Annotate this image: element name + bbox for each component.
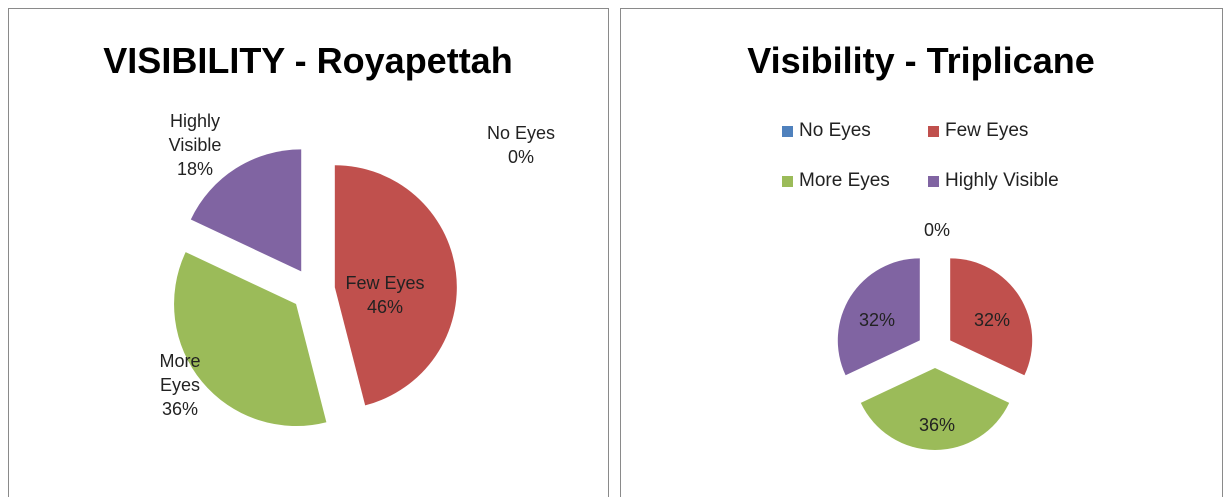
chart-title: VISIBILITY - Royapettah — [103, 40, 513, 81]
legend-swatch — [928, 175, 939, 187]
data-label: 36% — [907, 413, 967, 437]
legend-label: More Eyes — [799, 170, 890, 191]
category-label: No Eyes — [486, 123, 556, 143]
legend-label: No Eyes — [799, 120, 871, 141]
data-label: 32% — [847, 308, 907, 332]
legend-item: More Eyes — [782, 170, 890, 192]
category-label: Highly Visible — [168, 111, 222, 155]
legend-item: No Eyes — [782, 120, 871, 142]
legend-label: Few Eyes — [945, 120, 1029, 141]
data-label: Highly Visible 18% — [150, 109, 240, 181]
pie-slice — [334, 165, 457, 406]
chart-frame — [8, 8, 609, 497]
value-label: 32% — [858, 310, 896, 330]
category-label: Few Eyes — [345, 273, 425, 293]
pie-slice — [950, 258, 1033, 376]
value-label: 36% — [161, 399, 199, 419]
value-label: 0% — [923, 220, 950, 240]
category-label: More Eyes — [159, 351, 201, 395]
legend-item: Few Eyes — [928, 120, 1028, 142]
data-label: 32% — [962, 308, 1022, 332]
legend-item: Highly Visible — [928, 170, 1059, 192]
data-label: More Eyes 36% — [150, 349, 210, 421]
value-label: 46% — [366, 297, 404, 317]
data-label: Few Eyes 46% — [335, 271, 435, 319]
pie-slice — [174, 252, 327, 427]
chart-frame — [620, 8, 1223, 497]
data-label: 0% — [907, 218, 967, 242]
legend-swatch — [928, 125, 939, 137]
legend-label: Highly Visible — [945, 170, 1059, 191]
value-label: 32% — [973, 310, 1011, 330]
pie-slice — [190, 149, 302, 272]
legend-swatch — [782, 175, 793, 187]
legend-swatch — [782, 125, 793, 137]
chart-title: Visibility - Triplicane — [747, 40, 1095, 81]
value-label: 0% — [507, 147, 534, 167]
value-label: 18% — [176, 159, 214, 179]
value-label: 36% — [918, 415, 956, 435]
pie-slice — [860, 368, 1010, 450]
data-label: No Eyes 0% — [471, 121, 571, 169]
pie-slice — [837, 258, 920, 376]
